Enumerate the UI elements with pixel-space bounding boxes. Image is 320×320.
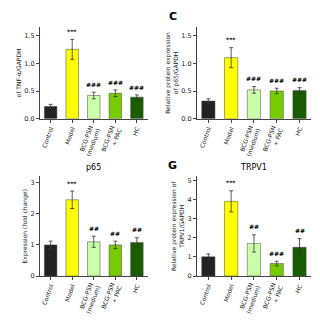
svg-text:Model: Model bbox=[63, 283, 76, 303]
svg-text:2: 2 bbox=[30, 210, 34, 218]
svg-text:C: C bbox=[169, 10, 177, 23]
svg-text:Relative protein expression of: Relative protein expression ofTRPV1/GAPD… bbox=[170, 181, 185, 271]
svg-text:###: ### bbox=[246, 75, 261, 82]
svg-text:Model: Model bbox=[222, 126, 235, 146]
svg-text:***: *** bbox=[226, 36, 236, 43]
svg-text:0.5: 0.5 bbox=[24, 87, 34, 95]
svg-text:BCG-PSN+ PAC: BCG-PSN+ PAC bbox=[100, 125, 123, 155]
svg-text:4: 4 bbox=[188, 196, 192, 204]
svg-text:##: ## bbox=[89, 225, 99, 232]
svg-text:BCG-PSN(medium): BCG-PSN(medium) bbox=[237, 282, 261, 315]
svg-text:p65: p65 bbox=[86, 163, 101, 172]
svg-text:***: *** bbox=[67, 28, 77, 35]
svg-text:3: 3 bbox=[30, 179, 34, 187]
svg-text:###: ### bbox=[269, 77, 284, 84]
svg-text:1.5: 1.5 bbox=[181, 32, 191, 40]
svg-text:BCG-PSN(medium): BCG-PSN(medium) bbox=[77, 125, 101, 158]
svg-text:3: 3 bbox=[188, 215, 192, 223]
svg-text:BCG-PSN(medium): BCG-PSN(medium) bbox=[77, 282, 101, 315]
svg-text:1: 1 bbox=[30, 241, 34, 249]
svg-text:***: *** bbox=[226, 179, 236, 186]
svg-text:HC: HC bbox=[294, 283, 304, 294]
svg-text:###: ### bbox=[108, 79, 123, 86]
svg-text:Control: Control bbox=[198, 126, 212, 149]
svg-text:Relative protein expressionof: Relative protein expressionof p65/GAPDH bbox=[164, 32, 180, 114]
svg-text:HC: HC bbox=[131, 283, 141, 294]
svg-text:###: ### bbox=[129, 84, 144, 91]
svg-text:###: ### bbox=[86, 81, 101, 88]
svg-text:BCG-PSN+ PAC: BCG-PSN+ PAC bbox=[100, 282, 123, 312]
svg-text:##: ## bbox=[132, 226, 142, 233]
svg-text:Control: Control bbox=[40, 283, 54, 306]
svg-text:0.0: 0.0 bbox=[24, 115, 34, 123]
svg-text:0: 0 bbox=[188, 272, 192, 280]
svg-text:***: *** bbox=[67, 180, 77, 187]
svg-text:BCG-PSN(medium): BCG-PSN(medium) bbox=[237, 125, 261, 158]
svg-text:###: ### bbox=[269, 250, 284, 257]
svg-text:0.5: 0.5 bbox=[181, 87, 191, 95]
svg-text:Model: Model bbox=[63, 126, 76, 146]
svg-text:Expression (fold change): Expression (fold change) bbox=[21, 189, 29, 263]
svg-text:0: 0 bbox=[30, 272, 34, 280]
svg-text:1.0: 1.0 bbox=[181, 59, 191, 67]
svg-text:##: ## bbox=[249, 223, 259, 230]
svg-text:BCG-PSN+ PAC: BCG-PSN+ PAC bbox=[261, 282, 284, 312]
svg-text:5: 5 bbox=[188, 177, 192, 185]
svg-text:HC: HC bbox=[294, 126, 304, 137]
svg-text:0.0: 0.0 bbox=[181, 115, 191, 123]
svg-text:1.0: 1.0 bbox=[24, 59, 34, 67]
svg-text:###: ### bbox=[292, 76, 307, 83]
svg-text:BCG-PSN+ PAC: BCG-PSN+ PAC bbox=[261, 125, 284, 155]
svg-text:Control: Control bbox=[40, 126, 54, 149]
svg-text:G: G bbox=[168, 159, 177, 172]
svg-text:##: ## bbox=[110, 230, 120, 237]
svg-text:TRPV1: TRPV1 bbox=[240, 163, 267, 172]
svg-text:Control: Control bbox=[198, 283, 212, 306]
svg-text:Model: Model bbox=[222, 283, 235, 303]
svg-text:1.5: 1.5 bbox=[24, 32, 34, 40]
svg-text:HC: HC bbox=[131, 126, 141, 137]
svg-text:of TNF-α/GAPDH: of TNF-α/GAPDH bbox=[15, 48, 22, 97]
svg-text:##: ## bbox=[295, 227, 305, 234]
svg-text:1: 1 bbox=[188, 253, 192, 261]
svg-text:2: 2 bbox=[188, 234, 192, 242]
